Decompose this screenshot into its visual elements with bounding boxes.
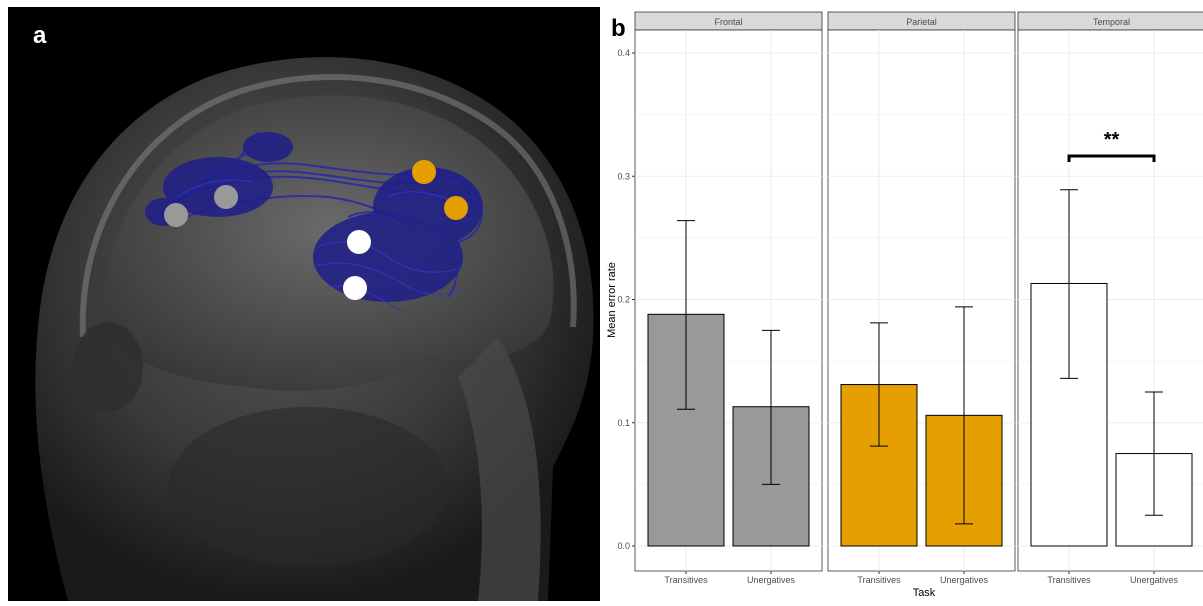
significance-label: ** bbox=[1104, 129, 1120, 151]
panel-a-label: a bbox=[33, 22, 47, 49]
y-axis-title: Mean error rate bbox=[606, 262, 618, 338]
x-tick-label: Unergatives bbox=[940, 575, 989, 585]
brain-mri-image: a bbox=[8, 7, 600, 601]
x-tick-label: Unergatives bbox=[747, 575, 796, 585]
parietal-marker-1 bbox=[412, 160, 436, 184]
parietal-marker-2 bbox=[444, 196, 468, 220]
bar-chart-panel: b 0.0 0.1 0.2 0.3 0.4 Frontal Transitives Unerg… bbox=[603, 0, 1203, 601]
error-rate-chart: b 0.0 0.1 0.2 0.3 0.4 Frontal Transitives Unerg… bbox=[606, 11, 1203, 599]
y-tick-label: 0.0 bbox=[617, 541, 630, 551]
y-tick-label: 0.3 bbox=[617, 171, 630, 181]
brain-image-panel: a bbox=[8, 7, 600, 601]
panel-b-label: b bbox=[611, 15, 626, 42]
facet-label: Parietal bbox=[906, 17, 937, 27]
x-tick-label: Unergatives bbox=[1130, 575, 1179, 585]
temporal-marker-1 bbox=[347, 230, 371, 254]
facet-label: Frontal bbox=[714, 17, 742, 27]
significance-bracket bbox=[1067, 154, 1156, 162]
y-tick-label: 0.2 bbox=[617, 295, 630, 305]
frontal-marker-2 bbox=[214, 185, 238, 209]
x-axis-title: Task bbox=[913, 587, 936, 599]
x-tick-label: Transitives bbox=[857, 575, 901, 585]
frontal-marker-1 bbox=[164, 203, 188, 227]
temporal-marker-2 bbox=[343, 276, 367, 300]
x-tick-label: Transitives bbox=[1047, 575, 1091, 585]
y-tick-label: 0.4 bbox=[617, 48, 630, 58]
y-tick-label: 0.1 bbox=[617, 418, 630, 428]
x-tick-label: Transitives bbox=[664, 575, 708, 585]
facet-label: Temporal bbox=[1093, 17, 1130, 27]
